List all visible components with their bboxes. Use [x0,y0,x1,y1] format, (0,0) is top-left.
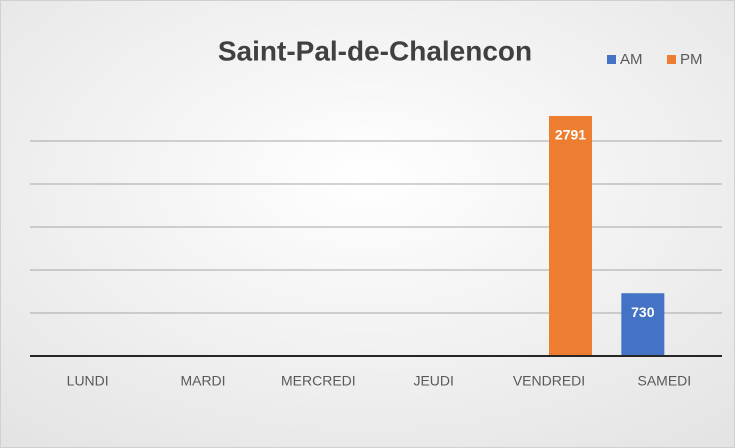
legend-label: AM [620,51,643,68]
chart-title: Saint-Pal-de-Chalencon [218,35,532,66]
legend-swatch [667,55,676,64]
data-label: 2791 [555,127,586,143]
x-tick-label: VENDREDI [513,373,585,389]
x-tick-label: SAMEDI [637,373,691,389]
legend-label: PM [680,51,703,68]
x-tick-label: MARDI [180,373,225,389]
bar [621,293,665,356]
x-tick-label: JEUDI [413,373,453,389]
legend-swatch [607,55,616,64]
bar [549,115,592,356]
data-label: 730 [631,304,655,320]
x-tick-label: LUNDI [67,373,109,389]
x-tick-label: MERCREDI [281,373,356,389]
